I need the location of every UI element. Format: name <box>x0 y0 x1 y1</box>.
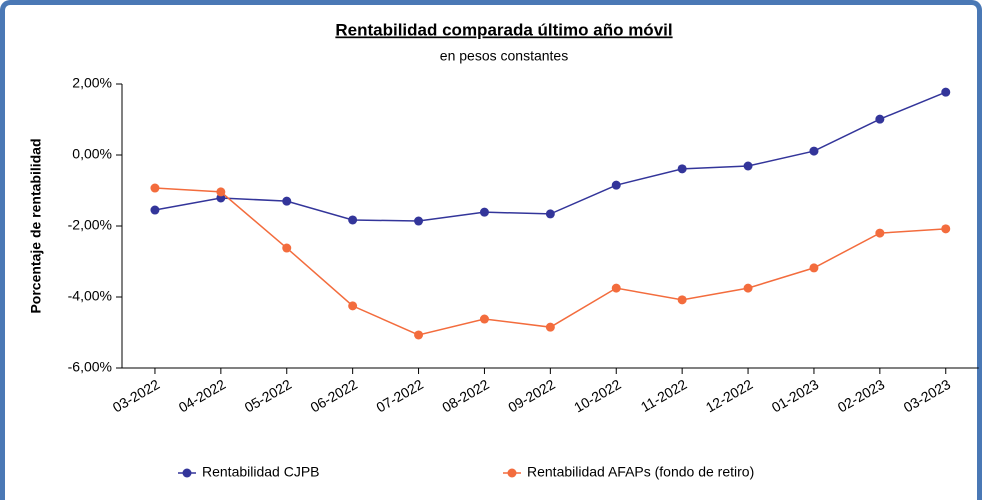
point <box>150 205 160 215</box>
point <box>348 215 358 225</box>
point <box>479 314 489 324</box>
chart-title: Rentabilidad comparada último año móvil <box>335 20 672 39</box>
point <box>677 295 687 305</box>
x-tick-label: 08-2022 <box>439 376 492 416</box>
point <box>875 228 885 238</box>
point <box>743 283 753 293</box>
chart-subtitle: en pesos constantes <box>440 48 568 64</box>
y-axis-label: Porcentaje de rentabilidad <box>28 138 44 313</box>
point <box>282 196 292 206</box>
point <box>150 183 160 193</box>
x-tick-label: 04-2022 <box>176 376 229 416</box>
point <box>479 207 489 217</box>
legend-label: Rentabilidad CJPB <box>202 464 320 480</box>
point <box>611 180 621 190</box>
x-tick-label: 06-2022 <box>307 376 360 416</box>
x-tick-label: 02-2023 <box>835 376 888 416</box>
point <box>809 263 819 273</box>
x-tick-label: 07-2022 <box>373 376 426 416</box>
point <box>611 283 621 293</box>
point <box>809 146 819 156</box>
point <box>348 301 358 311</box>
point <box>282 243 292 253</box>
x-tick-label: 11-2022 <box>638 376 690 415</box>
point <box>941 224 951 234</box>
y-tick-label: 0,00% <box>72 146 112 162</box>
series-line <box>154 91 947 222</box>
point <box>545 209 555 219</box>
point <box>545 322 555 332</box>
legend-marker <box>182 468 192 478</box>
x-tick-label: 01-2023 <box>769 376 822 416</box>
point <box>875 114 885 124</box>
point <box>743 161 753 171</box>
legend-label: Rentabilidad AFAPs (fondo de retiro) <box>527 464 754 480</box>
point <box>216 187 226 197</box>
x-tick-label: 09-2022 <box>505 376 558 416</box>
x-tick-label: 05-2022 <box>242 376 295 416</box>
y-tick-label: -6,00% <box>68 359 112 375</box>
y-tick-label: 2,00% <box>72 75 112 91</box>
x-tick-label: 10-2022 <box>571 376 624 416</box>
y-tick-label: -2,00% <box>68 217 112 233</box>
x-tick-label: 03-2023 <box>901 376 954 416</box>
point <box>677 164 687 174</box>
y-tick-label: -4,00% <box>68 288 112 304</box>
point <box>941 87 951 97</box>
x-tick-label: 03-2022 <box>110 376 163 416</box>
x-tick-label: 12-2022 <box>703 376 756 416</box>
legend-marker <box>507 468 517 478</box>
point <box>414 330 424 340</box>
point <box>414 216 424 226</box>
